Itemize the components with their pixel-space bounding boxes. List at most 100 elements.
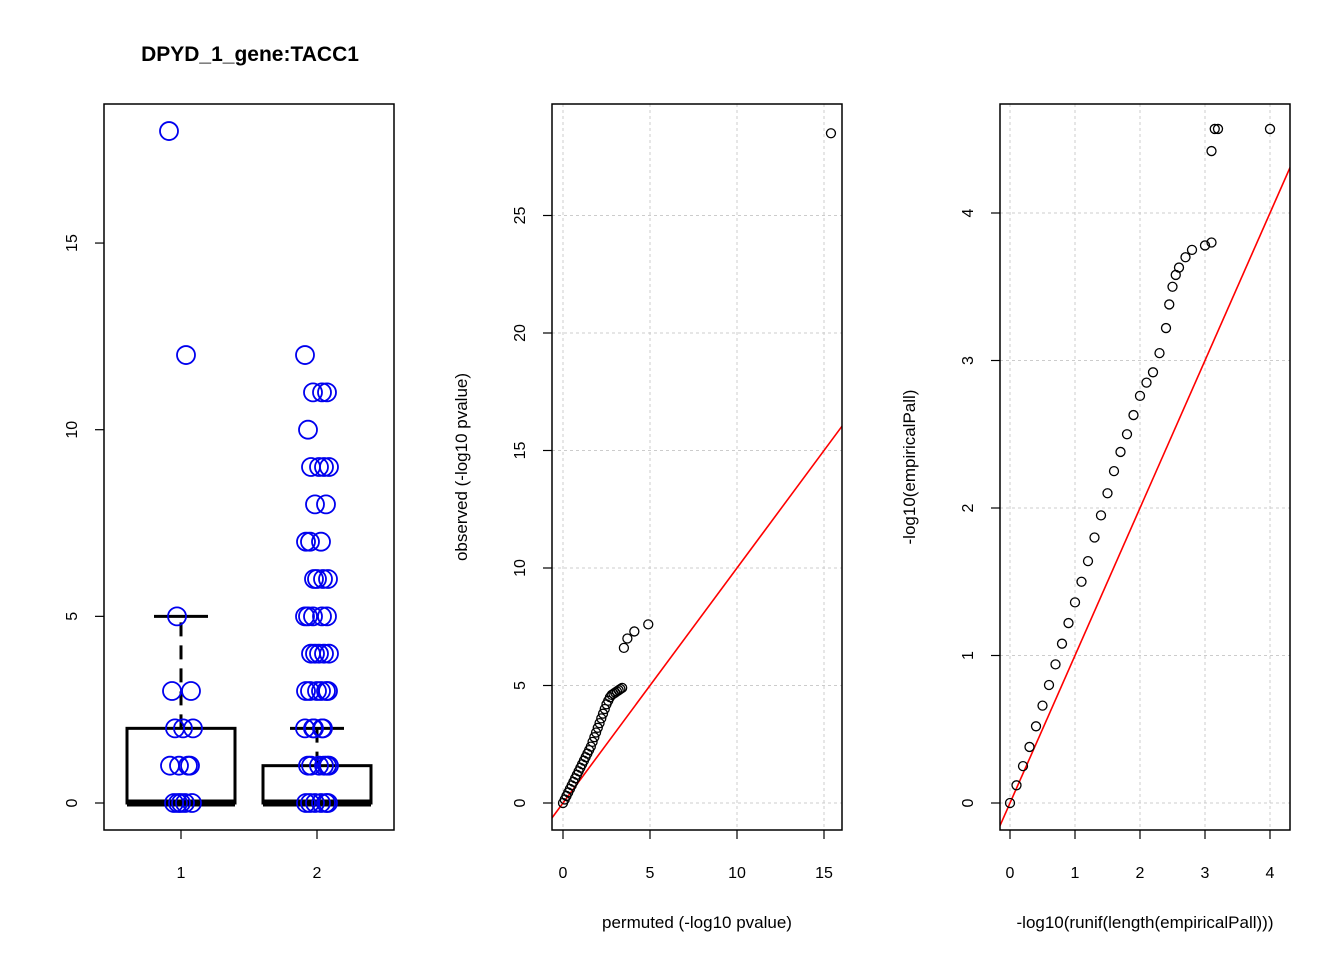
data-point [1128,409,1139,421]
data-point [314,755,334,776]
data-point [1212,123,1224,135]
data-point [312,606,332,627]
data-point [622,633,633,644]
data-point [1089,532,1100,543]
data-point [594,717,605,729]
data-point [1024,741,1035,753]
data-point [1108,465,1120,477]
data-point [1017,760,1029,772]
x-tick-label: 1 [1071,865,1080,882]
data-point [159,121,179,141]
data-point [596,713,607,724]
data-point [301,457,321,477]
data-point [167,606,187,627]
data-point [592,722,603,733]
data-point [319,643,339,664]
data-point [317,606,337,627]
reference-line [1000,165,1290,828]
data-point [298,606,318,627]
data-point [590,727,602,738]
x-tick-label: 15 [815,865,833,882]
y-tick-label: 0 [64,798,81,807]
x-tick-label: 1 [177,865,186,882]
data-point [1095,510,1107,521]
data-point [318,793,338,813]
data-point [589,732,600,743]
data-point [160,755,180,776]
data-point [615,683,626,695]
data-point [305,793,325,813]
x-tick-label: 0 [1006,865,1015,882]
data-point [176,345,196,365]
data-point [305,494,325,515]
data-point [1209,123,1220,135]
plot-frame [103,103,395,831]
data-point [1030,721,1042,732]
data-point [295,718,315,739]
x-axis-label: permuted (-log10 pvalue) [602,913,792,932]
x-tick-label: 2 [1136,865,1145,882]
data-point [313,569,333,589]
x-tick-label: 0 [559,865,568,882]
data-point [298,419,318,440]
data-point [643,619,654,630]
data-point [180,755,200,776]
data-point [1115,446,1126,458]
reference-line [552,424,842,820]
x-tick-label: 4 [1266,865,1275,882]
data-point [629,626,640,637]
data-point [303,382,323,403]
data-point [305,643,325,664]
data-point [1147,367,1159,378]
data-point [1011,780,1022,791]
y-tick-label: 25 [512,207,529,225]
data-point [1121,429,1133,440]
y-tick-label: 10 [64,421,81,439]
data-point [309,457,329,477]
data-point [319,457,339,477]
y-tick-label: 15 [64,234,81,252]
data-point [168,793,188,813]
data-point [825,128,837,139]
data-point [1167,281,1178,292]
boxplot-panel: 0 5 10 15 1 2 [64,103,395,882]
data-point [318,569,338,589]
data-point [1264,123,1276,135]
y-axis-label: observed (-log10 pvalue) [452,373,471,561]
data-point [1199,240,1211,251]
data-point [1154,347,1165,359]
x-tick-label: 10 [728,865,746,882]
x-axis-label: -log10(runif(length(empiricalPall))) [1017,913,1274,932]
x-tick-label: 2 [313,865,322,882]
y-tick-label: 20 [512,324,529,342]
data-point [585,741,596,752]
y-tick-label: 0 [512,798,529,807]
data-point [1102,488,1113,499]
plot-frame [999,103,1291,831]
data-point [165,718,185,739]
y-tick-label: 4 [960,208,977,217]
data-point [1043,679,1055,691]
plot-frame [551,103,843,831]
x-tick-label: 3 [1201,865,1210,882]
qq-panel-permuted: 0 5 10 15 0 5 10 15 20 25 permuted (-log10 pvalue)… [452,103,843,932]
data-point [1063,617,1074,629]
data-point [301,755,321,776]
data-point [312,382,332,403]
data-point [303,606,323,627]
y-tick-label: 5 [64,612,81,621]
data-point [1050,659,1061,670]
data-point [1206,145,1217,157]
data-point [318,681,338,701]
data-point [1141,377,1152,388]
data-point [1082,555,1094,567]
y-tick-label: 3 [960,356,977,365]
data-point [311,793,331,813]
data-point [587,736,598,748]
y-tick-label: 2 [960,503,977,512]
data-point [309,755,329,776]
data-point [1056,638,1068,649]
data-point [307,681,327,701]
y-tick-label: 0 [960,798,977,807]
